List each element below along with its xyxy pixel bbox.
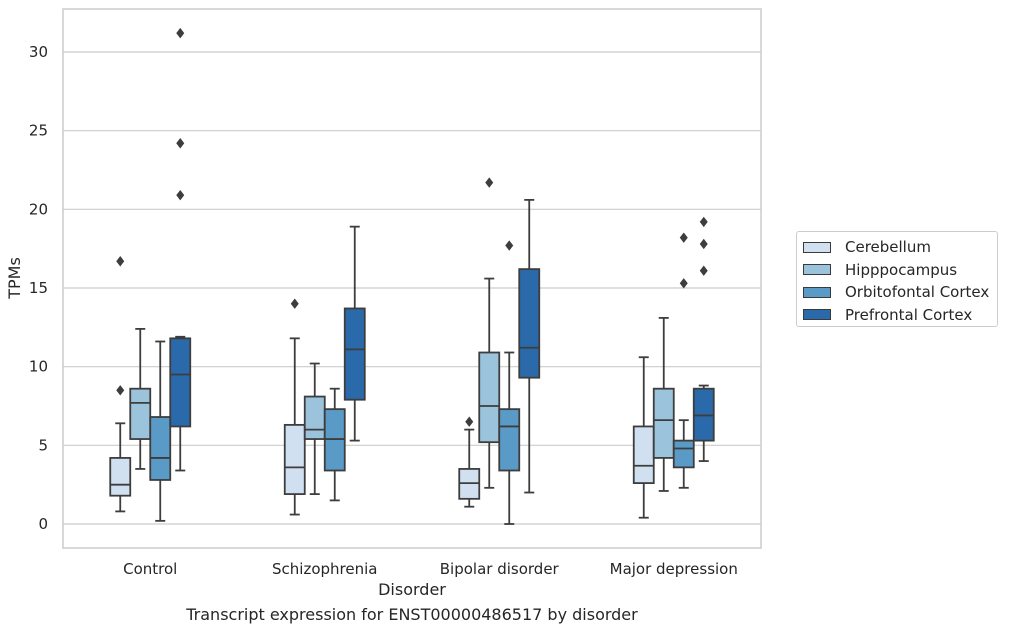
legend-label-hippocampus: Hipppocampus: [845, 260, 958, 279]
legend-item-hippocampus: Hipppocampus: [803, 259, 997, 282]
y-tick-label: 20: [29, 200, 48, 218]
box-group: [323, 387, 346, 502]
y-axis-ticks: 0 5 10 15 20 25 30: [29, 43, 48, 533]
x-tick-label: Major depression: [610, 560, 738, 578]
x-axis-ticks: Control Schizophrenia Bipolar disorder Majo…: [123, 560, 738, 578]
outlier-point: [116, 385, 125, 396]
box-group: [343, 225, 366, 442]
legend: Cerebellum Hipppocampus Orbitofontal Cor…: [796, 231, 998, 327]
legend-label-cerebellum: Cerebellum: [845, 238, 931, 257]
box-group: [672, 232, 695, 489]
box-group: [283, 298, 306, 516]
box-series: [109, 27, 715, 525]
x-tick-label: Schizophrenia: [272, 560, 377, 578]
box-group: [149, 340, 172, 522]
box-group: [303, 362, 326, 496]
legend-swatch-prefrontal: [803, 309, 831, 321]
y-tick-label: 5: [38, 436, 48, 454]
x-tick-label: Bipolar disorder: [440, 560, 560, 578]
box: [283, 423, 306, 496]
outlier-point: [679, 278, 688, 289]
legend-item-prefrontal: Prefrontal Cortex: [803, 304, 997, 327]
outlier-point: [176, 189, 185, 201]
outlier-point: [699, 238, 708, 250]
box: [632, 425, 655, 484]
box: [518, 268, 541, 379]
box: [149, 416, 172, 481]
box-group: [129, 328, 152, 470]
box: [343, 307, 366, 401]
x-axis-label: Disorder: [378, 580, 446, 599]
outlier-point: [176, 27, 185, 39]
box-group: [498, 240, 521, 525]
box-group: [169, 27, 192, 472]
box: [303, 395, 326, 440]
box-group: [109, 256, 132, 513]
legend-label-orbitofrontal: Orbitofontal Cortex: [845, 283, 990, 302]
box-group: [478, 177, 501, 489]
box: [672, 439, 695, 469]
outlier-point: [699, 265, 708, 276]
box-group: [692, 216, 715, 462]
outlier-point: [290, 298, 299, 309]
legend-item-orbitofrontal: Orbitofontal Cortex: [803, 281, 997, 304]
plot-frame: [62, 8, 762, 549]
outlier-point: [679, 232, 688, 243]
chart-caption: Transcript expression for ENST0000048651…: [186, 605, 638, 624]
box: [478, 351, 501, 444]
outlier-point: [116, 256, 125, 267]
box: [169, 337, 192, 428]
y-tick-label: 0: [38, 515, 48, 533]
box: [129, 387, 152, 440]
box-group: [652, 316, 675, 492]
box-group: [458, 416, 481, 508]
y-axis-label: TPMs: [5, 257, 24, 300]
legend-swatch-hippocampus: [803, 264, 831, 276]
box-group: [632, 356, 655, 519]
outlier-point: [505, 240, 514, 251]
y-tick-label: 25: [29, 122, 48, 140]
box: [498, 408, 521, 472]
y-tick-label: 10: [29, 358, 48, 376]
outlier-point: [465, 416, 474, 427]
outlier-point: [485, 177, 494, 188]
outlier-point: [176, 138, 185, 149]
box: [109, 457, 132, 497]
legend-item-cerebellum: Cerebellum: [803, 236, 997, 259]
x-tick-label: Control: [123, 560, 177, 578]
legend-swatch-cerebellum: [803, 241, 831, 253]
y-tick-label: 30: [29, 43, 48, 61]
legend-swatch-orbitofrontal: [803, 286, 831, 298]
box: [652, 387, 675, 459]
legend-label-prefrontal: Prefrontal Cortex: [845, 305, 973, 324]
outlier-point: [699, 216, 708, 228]
y-tick-label: 15: [29, 279, 48, 297]
box-group: [518, 198, 541, 494]
